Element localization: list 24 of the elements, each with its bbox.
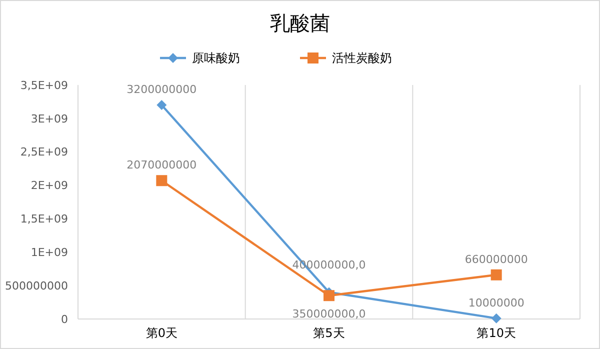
point [156,100,167,110]
data-label: 3200000000 [126,83,197,96]
chart-title: 乳酸菌 [270,11,330,35]
y-tick-label: 3E+09 [30,112,68,126]
y-tick-label: 3,5E+09 [20,78,68,92]
y-tick-label: 2E+09 [30,179,68,192]
y-tick-label: 500000000 [5,279,68,292]
y-tick-label: 0 [61,312,68,326]
y-tick-label: 1,5E+09 [20,212,68,226]
y-tick-label: 2,5E+09 [20,146,68,159]
data-label: 10000000 [468,296,524,310]
point [490,269,502,280]
x-tick-label: 第0天 [146,326,178,340]
point [491,313,502,324]
point [324,290,334,302]
x-tick-label: 第5天 [313,326,345,340]
x-tick-label: 第10天 [476,326,516,340]
data-label: 660000000 [464,252,528,266]
y-tick-label: 1E+09 [30,246,68,259]
point [156,175,168,186]
data-label: 350000000,0 [292,308,366,321]
legend-label: 活性炭酸奶 [332,51,392,66]
data-label: 2070000000 [126,158,197,172]
legend-label: 原味酸奶 [192,51,240,66]
